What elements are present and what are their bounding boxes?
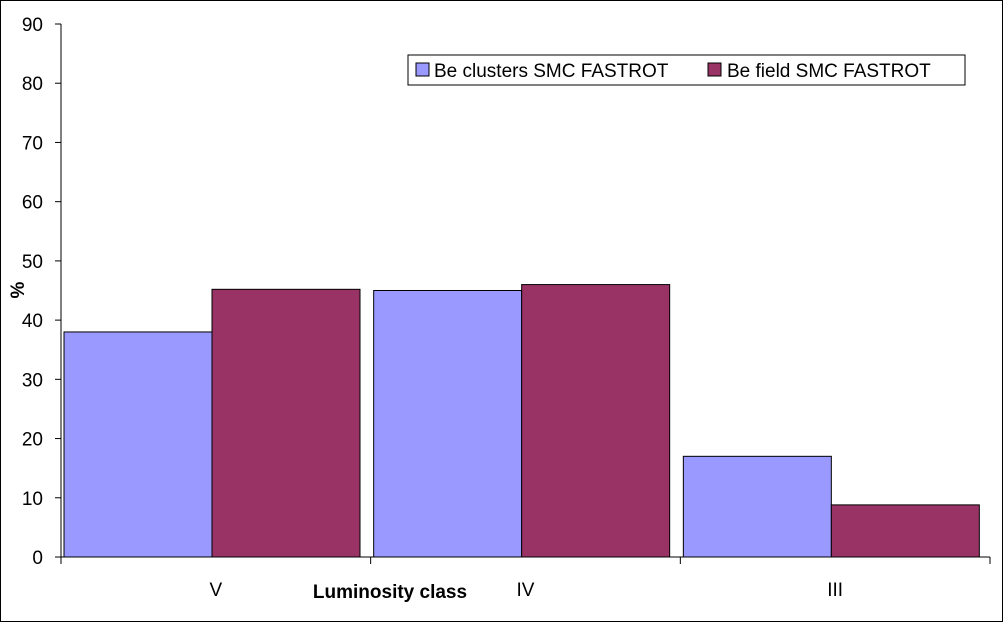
y-tick-label: 20 — [22, 430, 43, 451]
x-tick-label: III — [827, 580, 843, 601]
x-tick-label: IV — [517, 580, 535, 601]
legend: Be clusters SMC FASTROT Be field SMC FAS… — [407, 54, 966, 86]
bar-clusters-IV — [373, 290, 523, 558]
bars — [63, 284, 980, 558]
legend-swatch-field — [707, 62, 722, 77]
y-tick-label: 30 — [22, 370, 43, 391]
y-tick-label: 0 — [32, 548, 43, 569]
legend-label-field: Be field SMC FASTROT — [727, 61, 931, 82]
bar-field-V — [211, 288, 361, 558]
x-axis: V IV III — [60, 556, 991, 601]
bar-clusters-III — [682, 455, 832, 558]
bar-field-III — [830, 504, 980, 558]
y-tick-label: 50 — [22, 252, 43, 273]
y-axis: 0 10 20 30 40 50 60 70 80 90 — [22, 15, 62, 569]
y-tick-label: 40 — [22, 311, 43, 332]
y-tick-label: 80 — [22, 74, 43, 95]
y-tick-label: 10 — [22, 489, 43, 510]
y-tick-label: 90 — [22, 15, 43, 36]
legend-swatch-clusters — [415, 62, 430, 77]
legend-label-clusters: Be clusters SMC FASTROT — [434, 61, 669, 82]
bar-clusters-V — [63, 331, 213, 558]
legend-box — [407, 54, 966, 86]
y-tick-label: 60 — [22, 193, 43, 214]
y-axis-title: % — [8, 281, 29, 298]
x-tick-label: V — [209, 580, 222, 601]
bar-field-IV — [521, 284, 671, 558]
x-axis-title: Luminosity class — [313, 582, 467, 603]
y-tick-label: 70 — [22, 133, 43, 154]
